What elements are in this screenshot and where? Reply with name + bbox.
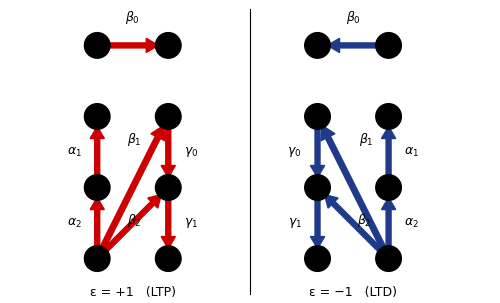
- FancyArrow shape: [310, 198, 324, 249]
- Circle shape: [84, 104, 110, 129]
- Circle shape: [376, 104, 402, 129]
- Text: $\alpha_1$: $\alpha_1$: [66, 145, 82, 158]
- Circle shape: [304, 246, 330, 271]
- Circle shape: [304, 104, 330, 129]
- FancyArrow shape: [99, 125, 165, 251]
- Text: $\alpha_2$: $\alpha_2$: [66, 217, 82, 230]
- FancyArrow shape: [107, 38, 158, 52]
- FancyArrow shape: [102, 195, 161, 253]
- FancyArrow shape: [90, 198, 104, 249]
- Circle shape: [156, 175, 181, 200]
- FancyArrow shape: [161, 198, 176, 249]
- Text: $\beta_0$: $\beta_0$: [125, 8, 140, 25]
- Text: $\beta_0$: $\beta_0$: [346, 8, 360, 25]
- Text: $\beta_2$: $\beta_2$: [356, 212, 371, 229]
- Text: $\beta_1$: $\beta_1$: [127, 132, 142, 148]
- Circle shape: [156, 33, 181, 58]
- Text: ε = +1   (LTP): ε = +1 (LTP): [90, 286, 176, 299]
- Text: $\gamma_1$: $\gamma_1$: [184, 216, 198, 230]
- Text: $\beta_1$: $\beta_1$: [358, 132, 374, 148]
- Circle shape: [156, 104, 181, 129]
- Circle shape: [376, 175, 402, 200]
- FancyArrow shape: [310, 126, 324, 178]
- Text: $\gamma_0$: $\gamma_0$: [184, 145, 198, 159]
- Text: ε = −1   (LTD): ε = −1 (LTD): [309, 286, 397, 299]
- FancyArrow shape: [324, 195, 384, 253]
- Circle shape: [156, 246, 181, 271]
- Text: $\gamma_1$: $\gamma_1$: [288, 216, 302, 230]
- Text: $\alpha_2$: $\alpha_2$: [404, 217, 419, 230]
- Text: $\beta_2$: $\beta_2$: [127, 212, 142, 229]
- FancyArrow shape: [321, 125, 386, 251]
- Circle shape: [84, 33, 110, 58]
- Text: $\alpha_1$: $\alpha_1$: [404, 145, 419, 158]
- Circle shape: [84, 246, 110, 271]
- Circle shape: [376, 33, 402, 58]
- Text: $\gamma_0$: $\gamma_0$: [288, 145, 302, 159]
- Circle shape: [84, 175, 110, 200]
- Circle shape: [376, 246, 402, 271]
- FancyArrow shape: [382, 126, 396, 178]
- FancyArrow shape: [328, 38, 378, 52]
- Circle shape: [304, 175, 330, 200]
- FancyArrow shape: [90, 126, 104, 178]
- FancyArrow shape: [161, 126, 176, 178]
- FancyArrow shape: [382, 198, 396, 249]
- Circle shape: [304, 33, 330, 58]
